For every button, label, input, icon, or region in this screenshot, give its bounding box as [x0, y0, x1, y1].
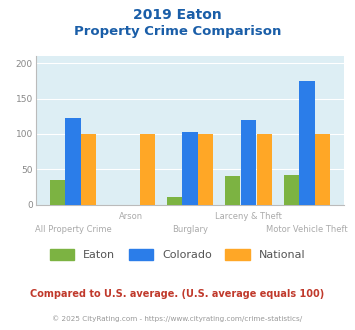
- Text: Arson: Arson: [119, 212, 143, 221]
- Text: © 2025 CityRating.com - https://www.cityrating.com/crime-statistics/: © 2025 CityRating.com - https://www.city…: [53, 315, 302, 322]
- Bar: [284, 175, 299, 205]
- Bar: [225, 176, 240, 205]
- Bar: [81, 134, 96, 205]
- Bar: [299, 81, 315, 205]
- Text: Burglary: Burglary: [172, 225, 208, 234]
- Text: All Property Crime: All Property Crime: [34, 225, 111, 234]
- Bar: [166, 197, 182, 205]
- Bar: [65, 118, 81, 205]
- Text: Property Crime Comparison: Property Crime Comparison: [74, 25, 281, 38]
- Bar: [50, 180, 65, 205]
- Bar: [241, 120, 256, 205]
- Text: 2019 Eaton: 2019 Eaton: [133, 8, 222, 22]
- Bar: [182, 132, 197, 205]
- Bar: [140, 134, 155, 205]
- Text: Compared to U.S. average. (U.S. average equals 100): Compared to U.S. average. (U.S. average …: [31, 289, 324, 299]
- Legend: Eaton, Colorado, National: Eaton, Colorado, National: [50, 248, 305, 260]
- Bar: [257, 134, 272, 205]
- Text: Larceny & Theft: Larceny & Theft: [215, 212, 282, 221]
- Bar: [198, 134, 213, 205]
- Text: Motor Vehicle Theft: Motor Vehicle Theft: [266, 225, 348, 234]
- Bar: [315, 134, 330, 205]
